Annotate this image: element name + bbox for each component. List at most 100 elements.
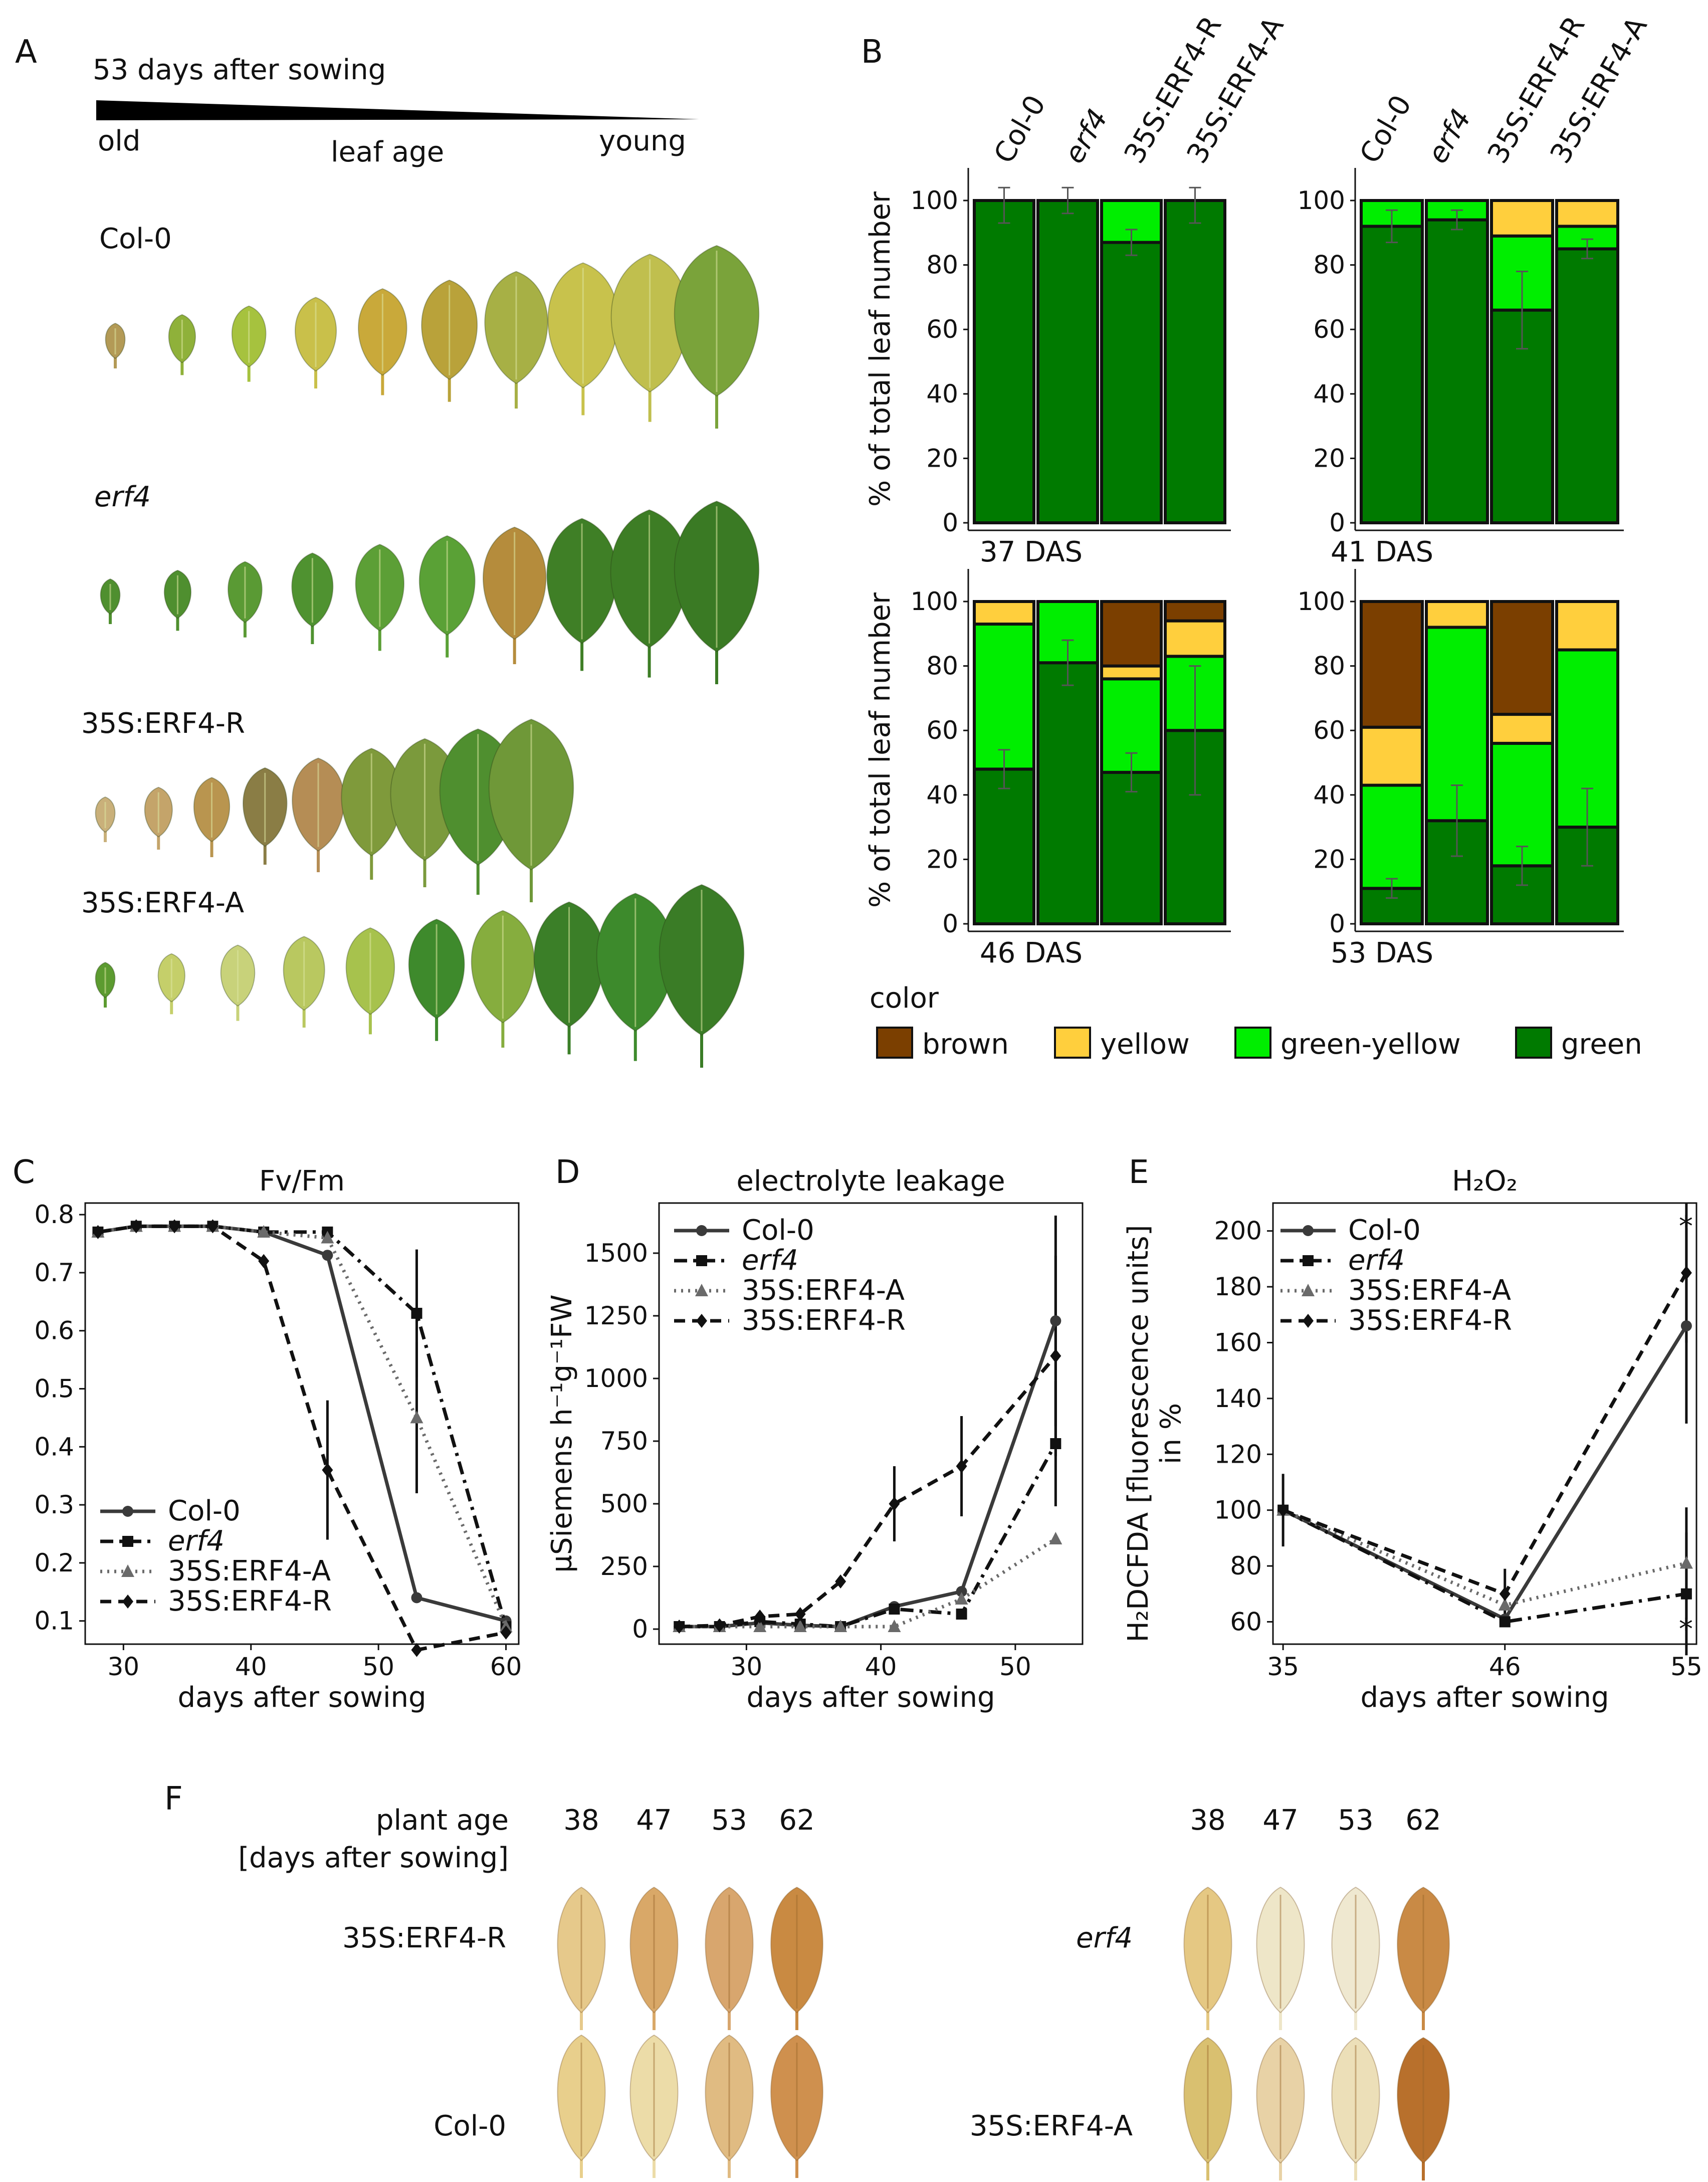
staining-row-label: erf4 [1076,1922,1133,1954]
x-tick-label: 50 [999,1652,1031,1681]
bar-segment-green [973,767,1035,925]
data-point [888,1620,901,1632]
bar-segment-green [1036,661,1099,926]
chart-title: H₂O₂ [1452,1165,1518,1198]
data-point [696,1225,707,1236]
y-tick-label: 1500 [584,1239,648,1268]
legend-label: 35S:ERF4-A [168,1555,331,1588]
bar-segment-yellow [1164,619,1226,658]
data-point [753,1620,767,1632]
age-header: 47 [1262,1804,1298,1837]
bar-segment-green [1164,199,1226,524]
panel-a-title: 53 days after sowing [93,54,386,86]
stained-leaf-image [629,2034,679,2161]
data-point [794,1607,806,1621]
panel-label-e: E [1129,1154,1149,1191]
y-tick-label: 40 [1313,780,1345,810]
bar-segment-brown [1164,600,1226,623]
legend-label: Col-0 [1348,1214,1421,1247]
y-tick-label: 0.6 [34,1316,74,1345]
panel-e-h2o2-chart: 35 46 55 60 80 100 120 140 160 180 200 H₂O₂ days aft… [1122,1165,1702,1714]
y-tick-label: 0 [942,909,958,938]
bar-segment-green [1100,770,1163,926]
bar-segment-yellow [1555,199,1619,228]
x-tick-label: 30 [108,1652,140,1681]
data-point [411,1308,422,1319]
y-tick-label: 180 [1214,1272,1262,1301]
stained-leaf-image [1256,1886,1305,2014]
y-tick-label: 20 [926,444,958,473]
stained-leaf-image [1183,1886,1232,2014]
panel-label-f: F [164,1780,183,1818]
data-point [754,1610,766,1624]
y-tick-label: 100 [1298,186,1345,215]
bar-segment-yellow [1360,725,1424,787]
stained-leaf-image [770,1886,823,2014]
data-point [121,1564,134,1577]
y-axis-label: µSiemens h⁻¹g⁻¹FW [546,1294,578,1572]
bar-segment-yellow [1490,199,1554,238]
stained-leaf-image [770,2034,823,2161]
staining-row-label: Col-0 [434,2110,506,2142]
y-tick-label: 100 [1214,1496,1262,1525]
data-point [695,1284,708,1296]
y-tick-label: 60 [926,315,958,344]
data-point [1050,1315,1061,1326]
data-point [1499,1616,1511,1628]
bar-segment-green [1425,218,1489,524]
stained-leaf-image [1331,2037,1380,2164]
data-point [411,1643,422,1657]
days-after-sowing-label: [days after sowing] [238,1842,509,1874]
data-point [793,1620,807,1632]
data-point [122,1536,133,1547]
data-point [1050,1438,1061,1449]
data-point [169,1219,180,1234]
y-tick-label: 80 [1230,1551,1262,1580]
legend-label: 35S:ERF4-A [742,1274,905,1307]
stained-leaf-image [705,2034,754,2161]
series-line-erf4 [1282,1508,1687,1624]
staining-row-label: 35S:ERF4-A [970,2110,1133,2142]
series-line-erf4 [679,1443,1057,1629]
data-point [889,1604,900,1615]
leaf-row-label: Col-0 [99,223,172,255]
y-tick-label: 1250 [584,1301,648,1330]
y-tick-label: 20 [926,845,958,874]
age-header: 53 [711,1804,747,1837]
day-label: 37 DAS [980,536,1083,568]
series-line-35S:ERF4-R [97,1224,507,1652]
staining-row-label: 35S:ERF4-R [342,1922,506,1954]
data-point [956,1609,967,1620]
data-point [1499,1586,1511,1601]
y-tick-label: 0 [1329,909,1345,938]
y-tick-label: 100 [911,186,958,215]
y-tick-label: 0.5 [34,1374,74,1404]
bar-segment-green [973,199,1035,524]
y-tick-label: 100 [911,587,958,616]
data-point [500,1625,512,1640]
leaf-age-wedge [96,100,699,120]
legend-label: green [1561,1028,1642,1061]
panel-a-leaf-rows: Col-0 erf4 35S:ERF4-R 35S:ERF4-A [81,223,760,1068]
y-tick-label: 0 [632,1615,648,1644]
x-tick-label: 50 [362,1652,394,1681]
leaf-row-label: 35S:ERF4-A [81,887,244,919]
stained-leaf-image [557,1886,606,2014]
data-point [956,1459,967,1473]
y-axis-label: % of total leaf number [864,191,897,507]
legend-label: erf4 [168,1525,225,1557]
bar-segment-yellow [1555,600,1619,652]
legend-swatch-green-yellow [1234,1027,1271,1059]
bar-segment-green [1555,247,1619,524]
y-axis-label: H₂DCFDA [fluorescence units] [1122,1225,1155,1643]
legend-label: Col-0 [742,1214,814,1247]
y-tick-label: 60 [1313,315,1345,344]
y-tick-label: 0.8 [34,1200,74,1229]
plant-age-label: plant age [376,1804,509,1837]
data-point [1680,1588,1692,1600]
x-tick-label: 46 [1489,1652,1521,1681]
data-point [1498,1598,1512,1611]
genotype-header: erf4 [1421,104,1478,169]
panel-b-stacked-bars: 0 20 40 60 80 100 37 DAS % of total leaf number… [864,11,1654,1061]
day-label: 41 DAS [1331,536,1433,568]
